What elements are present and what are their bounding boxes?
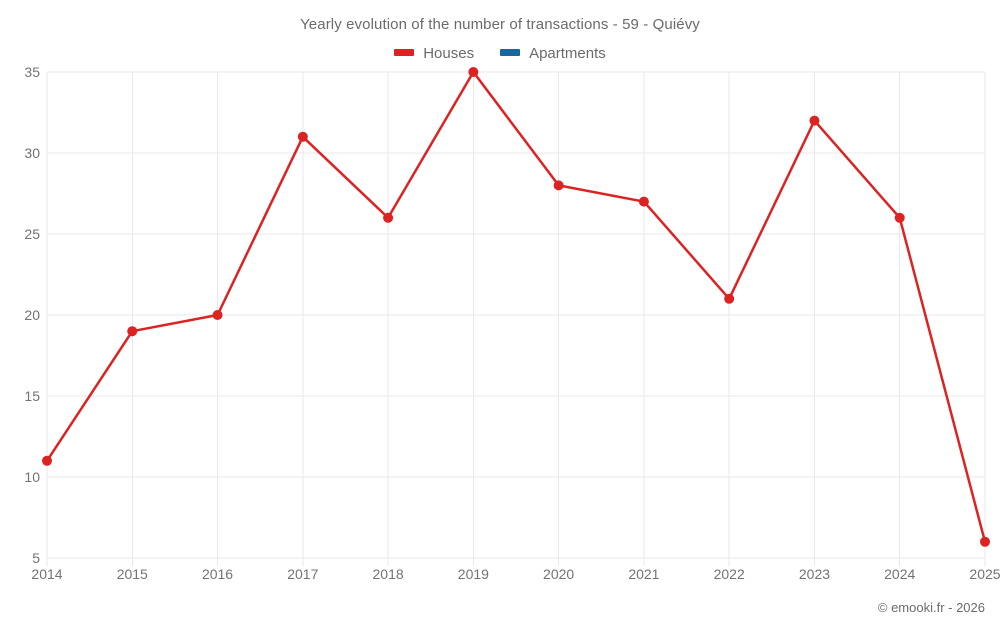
plot-svg (42, 67, 990, 566)
x-tick-label: 2019 (457, 566, 489, 582)
legend-swatch-houses (394, 49, 415, 56)
legend-item-apartments[interactable]: Apartments (500, 45, 606, 62)
x-tick-label: 2018 (372, 566, 404, 582)
y-tick-label: 15 (24, 388, 40, 404)
chart-legend: Houses Apartments (0, 45, 1000, 62)
data-point-houses[interactable] (468, 67, 479, 77)
x-tick-label: 2016 (201, 566, 234, 582)
x-axis: 2014 2015 2016 2017 2018 2019 2020 2021 2022 2023… (31, 566, 1000, 590)
legend-label-houses: Houses (423, 45, 475, 62)
x-tick-label: 2024 (884, 566, 916, 582)
x-tick-label: 2017 (287, 566, 319, 582)
x-tick-label: 2025 (969, 566, 1000, 582)
x-tick-label: 2015 (116, 566, 148, 582)
legend-swatch-apartments (500, 49, 521, 56)
x-tick-label: 2014 (31, 566, 63, 582)
data-point-houses[interactable] (42, 455, 52, 466)
y-tick-label: 25 (24, 226, 40, 242)
data-point-houses[interactable] (127, 326, 138, 337)
legend-item-houses[interactable]: Houses (394, 45, 475, 62)
data-point-houses[interactable] (297, 131, 308, 142)
data-point-houses[interactable] (553, 180, 564, 191)
data-point-houses[interactable] (894, 212, 905, 223)
data-point-houses[interactable] (980, 536, 990, 547)
plot-area (42, 67, 990, 566)
x-tick-label: 2021 (628, 566, 660, 582)
data-point-houses[interactable] (638, 196, 649, 207)
x-tick-label: 2020 (543, 566, 575, 582)
data-point-houses[interactable] (212, 310, 223, 320)
credit-text: © emooki.fr - 2026 (877, 600, 985, 615)
chart-title: Yearly evolution of the number of transa… (300, 16, 700, 33)
data-point-houses[interactable] (383, 212, 394, 223)
legend-label-apartments: Apartments (529, 45, 606, 62)
y-tick-label: 30 (24, 145, 40, 161)
y-tick-label: 35 (24, 64, 40, 80)
data-point-houses[interactable] (724, 293, 735, 304)
y-axis: 5 10 15 20 25 30 35 (0, 64, 40, 566)
y-tick-label: 10 (24, 469, 40, 485)
y-tick-label: 5 (32, 550, 40, 566)
y-tick-label: 20 (24, 307, 40, 323)
x-tick-label: 2023 (798, 566, 831, 582)
x-tick-label: 2022 (713, 566, 745, 582)
data-point-houses[interactable] (809, 115, 820, 126)
